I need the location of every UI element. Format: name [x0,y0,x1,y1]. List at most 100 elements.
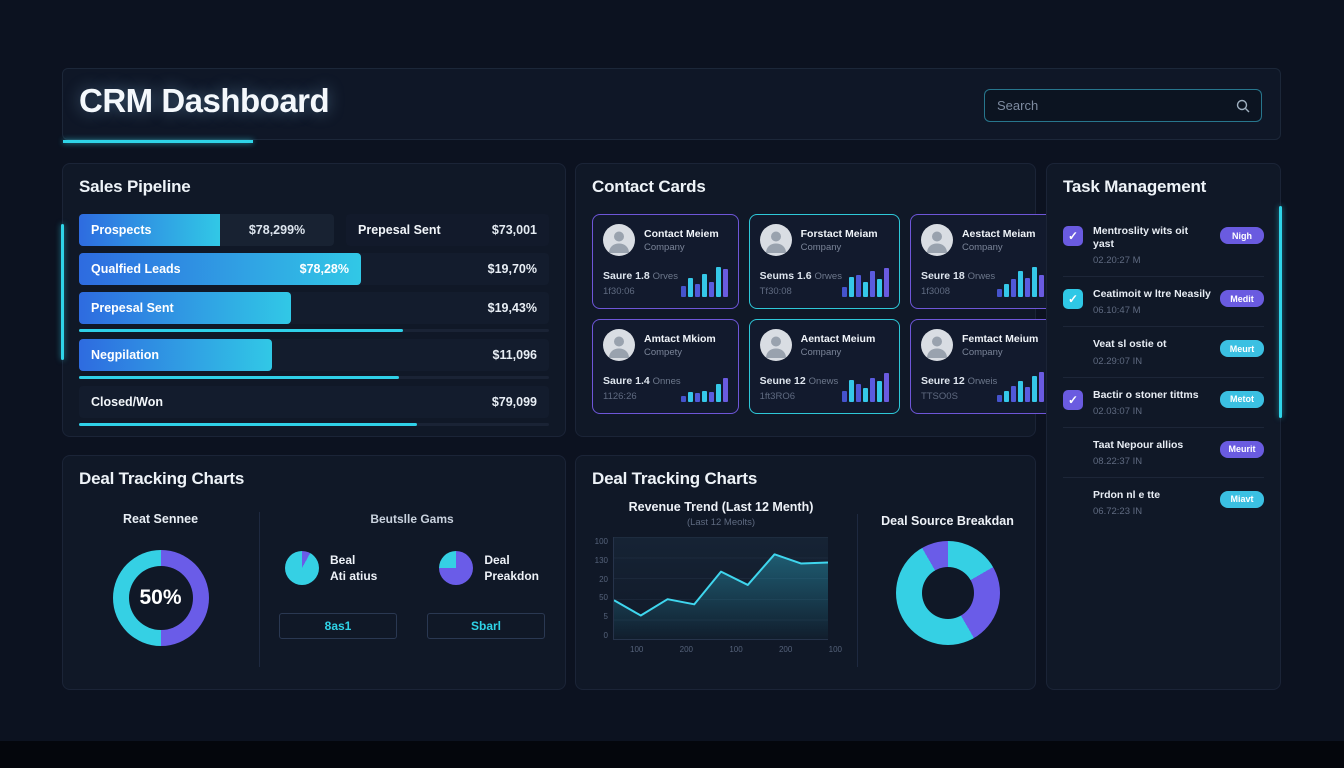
contact-card[interactable]: Aentact Meium Company Seune 12 Onews 1ft… [748,319,900,414]
task-row[interactable]: Prdon nl e tte 06.72:23 IN Miavt [1063,476,1264,527]
pipeline-progress-fill [79,423,418,426]
contact-score-block: Seure 18 Orwes 1f3008 [921,270,995,297]
search-input[interactable] [995,97,1235,114]
deal-tracking-right-panel: Deal Tracking Charts Revenue Trend (Last… [575,455,1036,690]
contact-name: Contact Meiem [644,227,719,240]
axis-tick-label: 0 [603,630,608,640]
axis-tick-label: 50 [599,593,608,603]
sparkline-bar [1018,381,1024,402]
contact-card[interactable]: Contact Meiem Company Saure 1.8 Orves 1f… [592,214,739,309]
task-title: Prdon nl e tte [1093,488,1161,501]
avatar [759,224,792,256]
deal-action-button-2[interactable]: Sbarl [427,613,545,639]
pipeline-value: $73,001 [491,223,537,237]
contact-card-header: Amtact Mkiom Compety [603,329,728,361]
task-row[interactable]: Veat sl ostie ot 02.29:07 IN Meurt [1063,326,1264,376]
task-row[interactable]: ✓ Bactir o stoner tittms 02.03:07 IN Met… [1063,376,1264,427]
task-priority-badge: Medit [1220,290,1264,308]
sparkline-bar [841,390,847,402]
avatar [920,329,953,361]
task-row[interactable]: ✓ Ceatimoit w ltre Neasily 06.10:47 M Me… [1063,276,1264,326]
deal-breakdown-pie-chart [439,551,474,585]
vertical-divider [259,512,260,667]
pipeline-row-proposal: Prepesal Sent $19,43% [79,292,549,324]
contact-card[interactable]: Femtact Meium Company Seure 12 Orweis TT… [909,319,1056,414]
pipeline-progress-track [79,423,549,426]
deal-action-button-1[interactable]: 8as1 [279,613,397,639]
gauge-value: 50% [139,586,182,609]
sparkline-bar [701,390,707,402]
contact-score-sub: Onnes [652,376,681,387]
task-row[interactable]: ✓ Mentroslity wits oit yast 02.20:27 M N… [1063,214,1264,276]
task-title: Bactir o stoner tittms [1093,388,1199,401]
contact-sparkline-chart [680,265,728,297]
avatar [603,329,635,361]
task-row[interactable]: Taat Nepour allios 08.22:37 IN Meurit [1063,426,1264,477]
contact-score: Seune 12 [759,375,806,387]
contact-card-footer: Saure 1.8 Orves 1f30:06 [603,265,728,297]
person-icon [926,231,947,253]
contact-score: Saure 1.4 [603,375,650,387]
sparkline-bar [694,284,700,297]
contact-company: Company [800,241,842,253]
contact-score-sub: Orves [652,271,678,282]
pipeline-label: Negpilation [91,348,160,362]
contact-card[interactable]: Forstact Meiam Company Seums 1.6 Orwes T… [748,214,900,309]
task-title: Veat sl ostie ot [1093,338,1167,351]
sparkline-bar [1039,371,1045,402]
mini-charts-block: Beutslle Gams Beal Ati atius Deal Preakd… [275,512,549,639]
contact-card-names: Aentact Meium Company [801,333,876,358]
contact-card-header: Aentact Meium Company [759,329,889,361]
vertical-divider [857,514,858,667]
mini-pie-label-line: Beal [330,552,356,567]
task-checkbox-checked-icon[interactable]: ✓ [1063,226,1083,246]
sparkline-bar [680,286,686,297]
pipeline-bar-qualified: Qualfied Leads $78,28% [79,253,361,285]
sparkline-bar [722,268,728,297]
sparkline-bar [883,373,889,402]
contact-card[interactable]: Amtact Mkiom Compety Saure 1.4 Onnes 112… [592,319,739,414]
task-management-title: Task Management [1063,177,1207,196]
sparkline-bar [848,277,854,297]
contact-sparkline-chart [997,265,1045,297]
contact-score-sub: Onews [808,376,839,387]
avatar [603,224,635,256]
sparkline-bar [841,287,847,297]
sparkline-bar [1004,284,1010,297]
search-box[interactable] [984,89,1262,122]
contact-card-names: Forstact Meiam Company [801,228,878,253]
task-management-panel: Task Management ✓ Mentroslity wits oit y… [1046,163,1282,690]
contact-score-block: Saure 1.4 Onnes 1126:26 [603,375,681,402]
sparkline-bar [869,378,875,402]
mini-pie-group: Deal Preakdon [439,551,539,585]
task-time: 02.20:27 M [1093,255,1141,267]
bottom-strip [0,741,1344,768]
pipeline-value: $19,43% [487,301,537,315]
contact-name: Amtact Mkiom [644,332,716,345]
sparkline-bar [694,393,700,402]
deal-tracking-left-panel: Deal Tracking Charts Reat Sennee 50% Beu… [62,455,566,690]
sparkline-bar [715,266,721,297]
sparkline-bar [1018,271,1024,297]
contact-card-names: Contact Meiem Company [644,228,719,253]
task-checkbox-checked-icon[interactable]: ✓ [1063,289,1083,310]
sparkline-bar [876,381,882,402]
contact-company: Company [961,346,1003,358]
mini-pie-label: Deal Preakdon [484,552,539,584]
pipeline-row-negotiation: Negpilation $11,096 [79,339,549,371]
pipeline-rows: Prospects $78,299% Prepesal Sent $73,001… [79,214,549,426]
revenue-trend-title: Revenue Trend (Last 12 Menth) [628,500,814,514]
deal-tracking-right-title: Deal Tracking Charts [592,469,758,488]
deal-attributes-pie-chart [285,551,319,585]
header-accent-underline [63,140,253,143]
pipeline-value: $78,299% [248,223,306,237]
deal-source-block: Deal Source Breakdan [870,514,1025,645]
contact-sparkline-chart [841,370,889,402]
task-checkbox-checked-icon[interactable]: ✓ [1063,389,1083,410]
axis-tick-label: 5 [603,612,608,622]
axis-tick-label: 20 [599,574,608,584]
contact-card[interactable]: Aestact Meiam Company Seure 18 Orwes 1f3… [909,214,1056,309]
pipeline-progress-fill [79,376,399,379]
task-list: ✓ Mentroslity wits oit yast 02.20:27 M N… [1063,214,1264,527]
axis-tick-label: 200 [679,645,694,654]
